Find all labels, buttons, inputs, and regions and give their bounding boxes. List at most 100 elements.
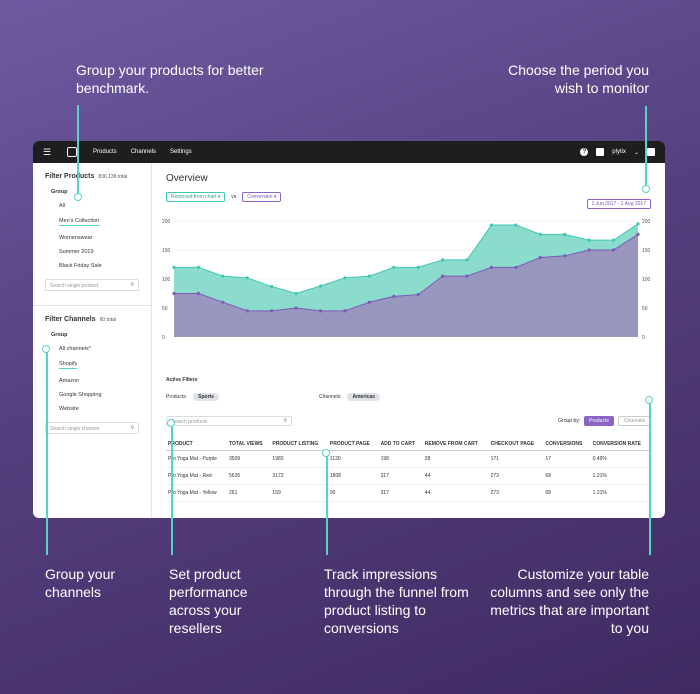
channel-group-all-channels[interactable]: All channels* bbox=[59, 346, 91, 352]
cell: 68 bbox=[543, 484, 591, 502]
active-filters-row: Products: Sports Channels: Americas bbox=[166, 393, 380, 401]
series-2-point bbox=[441, 274, 445, 278]
main-panel: Overview Removed from chart ▾ vs Convers… bbox=[152, 163, 665, 518]
series-2-point bbox=[465, 274, 469, 278]
cell: 44 bbox=[422, 484, 489, 502]
cell: 28 bbox=[422, 450, 489, 468]
series-2-point bbox=[636, 232, 640, 236]
product-group-all[interactable]: All bbox=[59, 203, 66, 209]
callout-customize-columns: Customize your table columns and see onl… bbox=[490, 566, 649, 636]
y-tick-left: 200 bbox=[162, 219, 171, 225]
series-1-point bbox=[392, 265, 396, 269]
product-group-mens-collection[interactable]: Men's Collection bbox=[59, 218, 100, 226]
product-group-black-friday-sale[interactable]: Black Friday Sale bbox=[59, 263, 102, 269]
sidebar-divider bbox=[33, 305, 151, 306]
channel-group-label: Group bbox=[51, 332, 68, 338]
col-conversions[interactable]: CONVERSIONS bbox=[543, 438, 591, 451]
col-conversion-rate[interactable]: CONVERSION RATE bbox=[590, 438, 651, 451]
group-by-products-button[interactable]: Products bbox=[584, 416, 614, 426]
products-filter-tag[interactable]: Sports bbox=[193, 393, 219, 401]
group-by-channels-button[interactable]: Channels bbox=[617, 416, 651, 426]
col-add-to-cart[interactable]: ADD TO CART bbox=[378, 438, 423, 451]
series-2-point bbox=[416, 293, 420, 297]
callout-choose-period: Choose the period you wish to monitor bbox=[508, 62, 649, 96]
cell: 17 bbox=[543, 450, 591, 468]
table-row[interactable]: Pro Yoga Mat - Purple 3509 1983 1130 198 28 17… bbox=[166, 450, 651, 468]
vs-label: vs bbox=[231, 194, 237, 200]
notifications-icon[interactable] bbox=[647, 148, 655, 156]
col-total-views[interactable]: TOTAL VIEWS bbox=[227, 438, 271, 451]
series-1-point bbox=[636, 222, 640, 226]
cell: 261 bbox=[227, 484, 271, 502]
series-2-point bbox=[318, 309, 323, 313]
metric-a-label: Removed from chart bbox=[171, 194, 217, 200]
nav-settings[interactable]: Settings bbox=[170, 149, 192, 155]
product-search-placeholder: Search single product bbox=[50, 283, 99, 289]
app-window: ☰ Products Channels Settings ? plytix ⌄ … bbox=[33, 141, 665, 518]
help-icon[interactable]: ? bbox=[580, 148, 589, 156]
series-1-point bbox=[294, 291, 298, 296]
y-tick-right: 150 bbox=[642, 248, 651, 254]
table-search-input[interactable]: Search products ⚲ bbox=[166, 416, 292, 426]
filter-channels-count: 60 total bbox=[99, 317, 116, 323]
table-row[interactable]: Pro Yoga Mat - Yellow 261 159 90 317 44 273 68 1… bbox=[166, 484, 651, 502]
y-tick-left: 0 bbox=[162, 335, 165, 341]
chevron-down-icon[interactable]: ⌄ bbox=[633, 149, 639, 156]
product-group-womenswear[interactable]: Womenswear bbox=[59, 235, 93, 241]
search-icon: ⚲ bbox=[130, 282, 134, 288]
series-2-point bbox=[367, 300, 371, 304]
date-range-picker[interactable]: 1 Jun 2017 - 1 Aug 2017 bbox=[586, 199, 651, 209]
series-1-point bbox=[245, 276, 249, 280]
cell: 317 bbox=[378, 467, 423, 485]
cell: Pro Yoga Mat - Red bbox=[166, 467, 228, 485]
metric-b-label: Conversion bbox=[247, 194, 273, 200]
channel-group-amazon[interactable]: Amazon bbox=[59, 378, 80, 384]
product-group-summer-2019[interactable]: Summer 2019 bbox=[59, 249, 94, 255]
group-by-control: Group by: Products Channels bbox=[558, 416, 651, 426]
series-2-area bbox=[174, 234, 638, 337]
y-tick-left: 100 bbox=[162, 277, 171, 283]
cell: Pro Yoga Mat - Purple bbox=[166, 450, 228, 468]
col-remove-from-cart[interactable]: REMOVE FROM CART bbox=[422, 438, 489, 451]
page-title: Overview bbox=[166, 173, 208, 184]
cell: 1130 bbox=[327, 450, 379, 468]
callout-group-channels: Group your channels bbox=[45, 566, 116, 600]
channel-search-input[interactable]: Search single channel ⚲ bbox=[45, 422, 139, 434]
series-2-point bbox=[514, 265, 518, 269]
col-product-page[interactable]: PRODUCT PAGE bbox=[327, 438, 379, 451]
main-nav: Products Channels Settings bbox=[93, 149, 192, 155]
channels-filter-tag[interactable]: Americas bbox=[347, 393, 380, 401]
account-avatar-icon[interactable] bbox=[596, 148, 605, 156]
nav-channels[interactable]: Channels bbox=[130, 149, 157, 155]
col-product-listing[interactable]: PRODUCT LISTING bbox=[270, 438, 328, 451]
channel-group-shopify[interactable]: Shopify bbox=[59, 361, 78, 369]
chevron-down-icon: ▾ bbox=[217, 194, 221, 200]
account-name[interactable]: plytix bbox=[612, 149, 626, 155]
series-2-point bbox=[489, 265, 494, 269]
series-1-point bbox=[563, 232, 567, 236]
series-1-point bbox=[489, 223, 494, 227]
metric-a-select[interactable]: Removed from chart ▾ bbox=[166, 192, 226, 202]
col-checkout-page[interactable]: CHECKOUT PAGE bbox=[488, 438, 544, 451]
channel-group-website[interactable]: Website bbox=[59, 406, 79, 412]
series-1-point bbox=[367, 274, 371, 278]
nav-products[interactable]: Products bbox=[93, 149, 117, 155]
filter-products-heading: Filter Products 836,138 total bbox=[45, 173, 139, 180]
table-row[interactable]: Pro Yoga Mat - Red 5635 3172 1808 317 44 273 68… bbox=[166, 467, 651, 485]
col-product[interactable]: PRODUCT bbox=[166, 438, 228, 451]
channel-group-google-shopping[interactable]: Google Shopping bbox=[59, 392, 102, 398]
logo-icon[interactable] bbox=[67, 147, 77, 157]
product-search-input[interactable]: Search single product ⚲ bbox=[45, 279, 139, 291]
cell: 44 bbox=[422, 467, 489, 485]
y-tick-right: 100 bbox=[642, 277, 651, 283]
active-filters-heading: Active Filters bbox=[166, 377, 198, 383]
menu-icon[interactable]: ☰ bbox=[43, 146, 52, 157]
y-tick-left: 150 bbox=[162, 248, 171, 254]
metric-b-select[interactable]: Conversion ▾ bbox=[242, 192, 282, 202]
callout-track-impressions: Track impressions through the funnel fro… bbox=[324, 566, 469, 636]
cell: 90 bbox=[327, 484, 379, 502]
series-2-point bbox=[172, 291, 176, 296]
series-1-point bbox=[441, 258, 445, 262]
series-1-point bbox=[196, 265, 201, 269]
series-2-point bbox=[611, 248, 616, 252]
